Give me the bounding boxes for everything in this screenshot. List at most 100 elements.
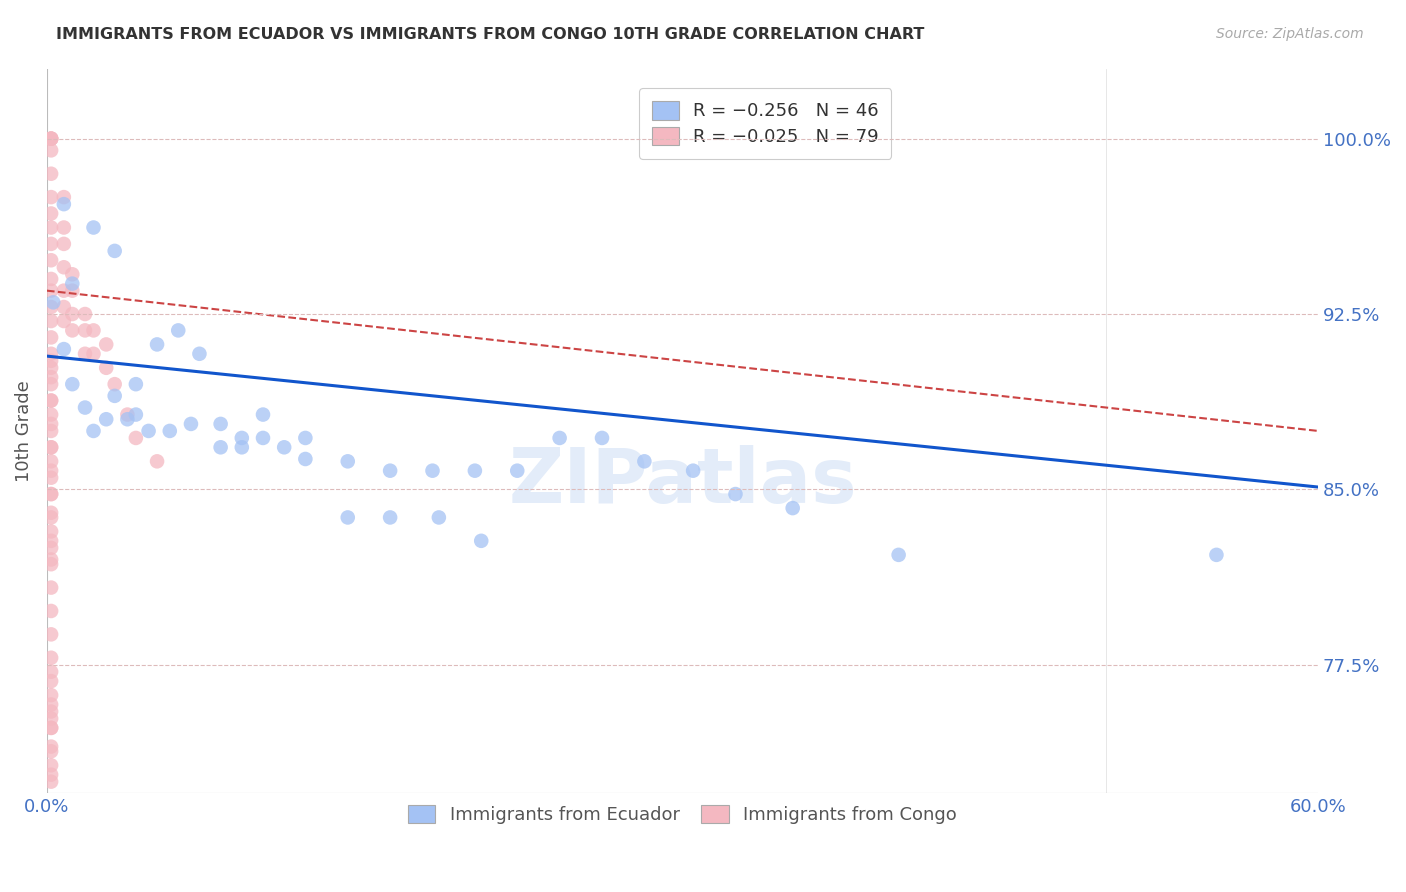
Point	[39, 487, 62, 501]
Point	[104, 389, 127, 403]
Point	[252, 408, 274, 422]
Point	[378, 464, 401, 478]
Point	[209, 417, 232, 431]
Point	[39, 698, 62, 712]
Point	[96, 412, 118, 426]
Point	[39, 705, 62, 719]
Point	[39, 774, 62, 789]
Point	[39, 721, 62, 735]
Point	[96, 360, 118, 375]
Point	[39, 506, 62, 520]
Point	[591, 431, 613, 445]
Point	[470, 533, 492, 548]
Point	[60, 323, 83, 337]
Point	[39, 487, 62, 501]
Point	[39, 674, 62, 689]
Point	[73, 307, 96, 321]
Point	[39, 360, 62, 375]
Point	[39, 314, 62, 328]
Point	[159, 424, 181, 438]
Point	[633, 454, 655, 468]
Legend: Immigrants from Ecuador, Immigrants from Congo: Immigrants from Ecuador, Immigrants from…	[398, 794, 967, 835]
Point	[378, 510, 401, 524]
Point	[83, 347, 105, 361]
Point	[682, 464, 704, 478]
Point	[294, 452, 316, 467]
Point	[39, 131, 62, 145]
Point	[231, 431, 253, 445]
Point	[39, 272, 62, 286]
Point	[39, 440, 62, 454]
Point	[427, 510, 450, 524]
Point	[52, 220, 75, 235]
Point	[60, 284, 83, 298]
Point	[294, 431, 316, 445]
Text: ZIPatlas: ZIPatlas	[508, 445, 856, 518]
Point	[464, 464, 486, 478]
Point	[39, 284, 62, 298]
Point	[39, 393, 62, 408]
Point	[39, 464, 62, 478]
Point	[39, 144, 62, 158]
Point	[117, 408, 139, 422]
Point	[39, 300, 62, 314]
Point	[52, 190, 75, 204]
Point	[83, 323, 105, 337]
Point	[39, 721, 62, 735]
Point	[39, 424, 62, 438]
Point	[52, 284, 75, 298]
Point	[39, 552, 62, 566]
Point	[506, 464, 529, 478]
Point	[39, 533, 62, 548]
Point	[52, 314, 75, 328]
Point	[39, 454, 62, 468]
Point	[39, 471, 62, 485]
Point	[83, 424, 105, 438]
Point	[336, 510, 359, 524]
Point	[39, 524, 62, 539]
Point	[39, 440, 62, 454]
Point	[39, 393, 62, 408]
Point	[52, 197, 75, 211]
Point	[39, 220, 62, 235]
Point	[138, 424, 160, 438]
Point	[39, 767, 62, 781]
Point	[117, 412, 139, 426]
Point	[146, 454, 169, 468]
Point	[39, 408, 62, 422]
Point	[39, 131, 62, 145]
Point	[125, 431, 148, 445]
Point	[52, 260, 75, 275]
Point	[146, 337, 169, 351]
Point	[39, 739, 62, 754]
Point	[52, 342, 75, 356]
Point	[188, 347, 211, 361]
Text: Source: ZipAtlas.com: Source: ZipAtlas.com	[1216, 27, 1364, 41]
Point	[73, 347, 96, 361]
Point	[231, 440, 253, 454]
Point	[39, 688, 62, 702]
Point	[104, 377, 127, 392]
Point	[39, 131, 62, 145]
Point	[39, 236, 62, 251]
Point	[724, 487, 747, 501]
Point	[73, 323, 96, 337]
Point	[336, 454, 359, 468]
Y-axis label: 10th Grade: 10th Grade	[15, 380, 32, 482]
Point	[39, 206, 62, 220]
Point	[39, 650, 62, 665]
Point	[422, 464, 444, 478]
Point	[60, 307, 83, 321]
Point	[39, 558, 62, 572]
Point	[52, 300, 75, 314]
Point	[167, 323, 190, 337]
Point	[548, 431, 571, 445]
Point	[125, 408, 148, 422]
Point	[39, 712, 62, 726]
Point	[39, 131, 62, 145]
Point	[39, 370, 62, 384]
Point	[209, 440, 232, 454]
Point	[782, 501, 804, 516]
Text: IMMIGRANTS FROM ECUADOR VS IMMIGRANTS FROM CONGO 10TH GRADE CORRELATION CHART: IMMIGRANTS FROM ECUADOR VS IMMIGRANTS FR…	[56, 27, 925, 42]
Point	[39, 253, 62, 268]
